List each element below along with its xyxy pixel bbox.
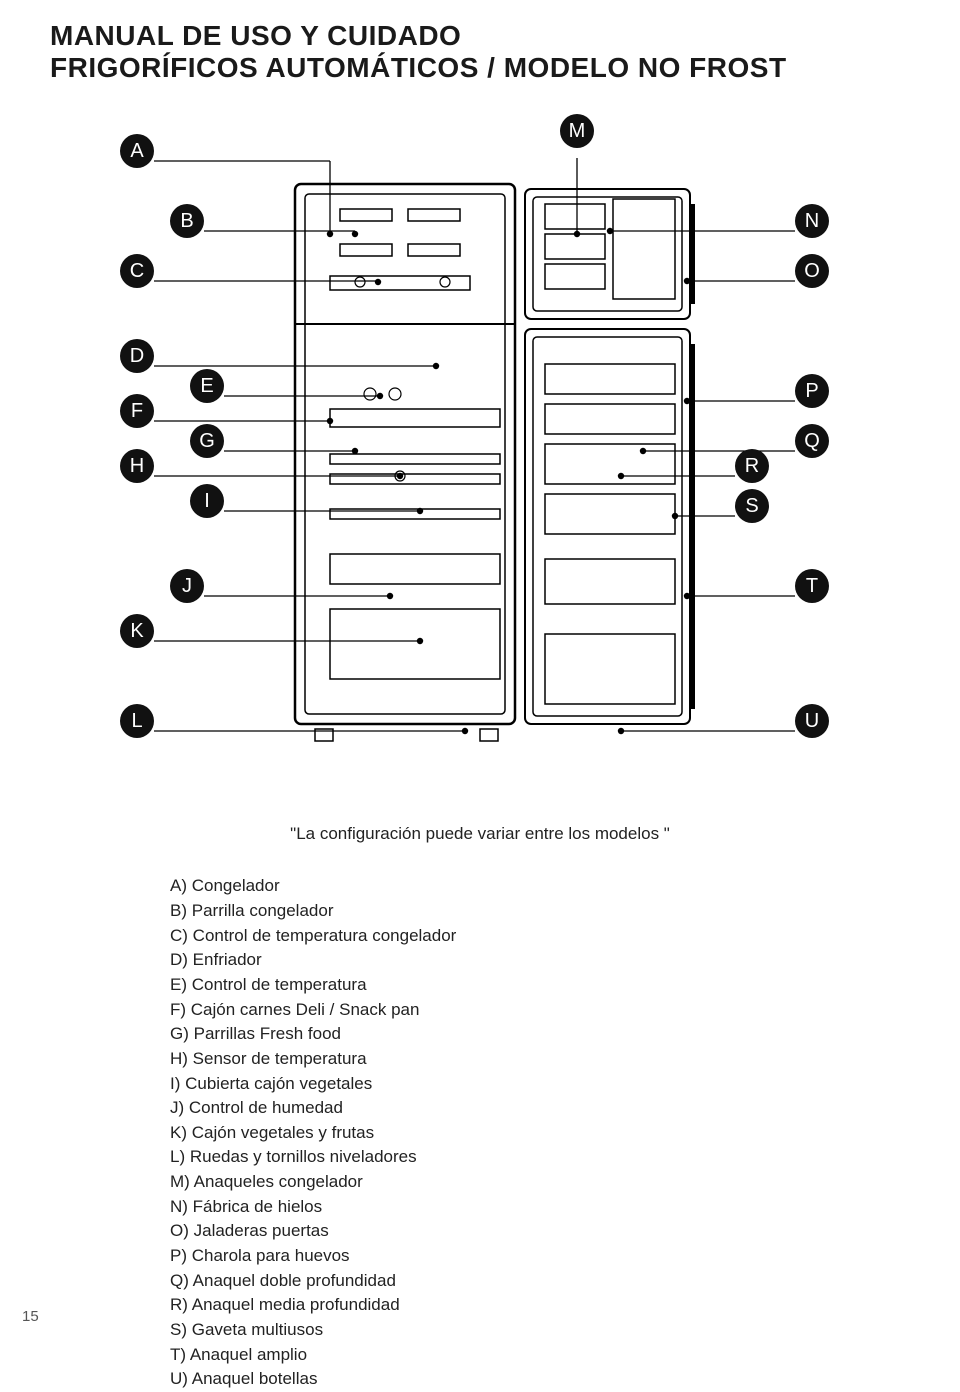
legend-key: D) [170,950,193,969]
legend-text: Fábrica de hielos [193,1197,322,1216]
legend-text: Cubierta cajón vegetales [185,1074,372,1093]
page-number: 15 [22,1308,39,1325]
legend-key: E) [170,975,192,994]
legend-item: L) Ruedas y tornillos niveladores [170,1145,910,1170]
legend-text: Anaquel media profundidad [192,1295,400,1314]
legend-text: Enfriador [193,950,262,969]
legend-key: B) [170,901,192,920]
legend-key: A) [170,876,192,895]
legend-text: Anaquel doble profundidad [193,1271,396,1290]
legend-text: Control de humedad [189,1098,343,1117]
legend-key: O) [170,1221,194,1240]
legend-text: Control de temperatura congelador [193,926,457,945]
legend-key: T) [170,1345,190,1364]
refrigerator-diagram [50,94,910,814]
legend-text: Parrillas Fresh food [194,1024,341,1043]
parts-legend: A) CongeladorB) Parrilla congeladorC) Co… [170,874,910,1391]
legend-item: B) Parrilla congelador [170,899,910,924]
legend-text: Parrilla congelador [192,901,334,920]
legend-key: L) [170,1147,190,1166]
legend-key: K) [170,1123,192,1142]
legend-key: G) [170,1024,194,1043]
legend-text: Cajón vegetales y frutas [192,1123,374,1142]
legend-text: Anaqueles congelador [194,1172,363,1191]
legend-item: H) Sensor de temperatura [170,1047,910,1072]
legend-text: Cajón carnes Deli / Snack pan [191,1000,420,1019]
legend-item: M) Anaqueles congelador [170,1170,910,1195]
legend-text: Gaveta multiusos [192,1320,323,1339]
legend-item: N) Fábrica de hielos [170,1195,910,1220]
legend-item: J) Control de humedad [170,1096,910,1121]
legend-item: I) Cubierta cajón vegetales [170,1072,910,1097]
legend-item: A) Congelador [170,874,910,899]
page-title: MANUAL DE USO Y CUIDADO FRIGORÍFICOS AUT… [50,20,910,84]
legend-key: H) [170,1049,193,1068]
legend-text: Anaquel amplio [190,1345,307,1364]
legend-key: R) [170,1295,192,1314]
legend-key: N) [170,1197,193,1216]
legend-text: Charola para huevos [192,1246,350,1265]
legend-key: U) [170,1369,192,1388]
legend-item: D) Enfriador [170,948,910,973]
legend-key: C) [170,926,193,945]
legend-item: U) Anaquel botellas [170,1367,910,1392]
legend-text: Control de temperatura [192,975,367,994]
legend-item: T) Anaquel amplio [170,1343,910,1368]
legend-key: I) [170,1074,185,1093]
legend-item: F) Cajón carnes Deli / Snack pan [170,998,910,1023]
legend-text: Anaquel botellas [192,1369,318,1388]
diagram-area: ABCDEFGHIJKLMNOPQRSTU [50,94,910,814]
title-line-2: FRIGORÍFICOS AUTOMÁTICOS / MODELO NO FRO… [50,52,787,83]
legend-item: K) Cajón vegetales y frutas [170,1121,910,1146]
legend-item: C) Control de temperatura congelador [170,924,910,949]
legend-item: O) Jaladeras puertas [170,1219,910,1244]
legend-key: P) [170,1246,192,1265]
legend-item: Q) Anaquel doble profundidad [170,1269,910,1294]
legend-item: S) Gaveta multiusos [170,1318,910,1343]
title-line-1: MANUAL DE USO Y CUIDADO [50,20,461,51]
legend-text: Ruedas y tornillos niveladores [190,1147,417,1166]
legend-text: Congelador [192,876,280,895]
legend-key: S) [170,1320,192,1339]
legend-key: Q) [170,1271,193,1290]
legend-text: Jaladeras puertas [194,1221,329,1240]
legend-item: G) Parrillas Fresh food [170,1022,910,1047]
legend-key: J) [170,1098,189,1117]
legend-item: E) Control de temperatura [170,973,910,998]
legend-text: Sensor de temperatura [193,1049,367,1068]
legend-item: R) Anaquel media profundidad [170,1293,910,1318]
legend-key: M) [170,1172,194,1191]
legend-key: F) [170,1000,191,1019]
diagram-caption: "La configuración puede variar entre los… [50,824,910,844]
legend-item: P) Charola para huevos [170,1244,910,1269]
